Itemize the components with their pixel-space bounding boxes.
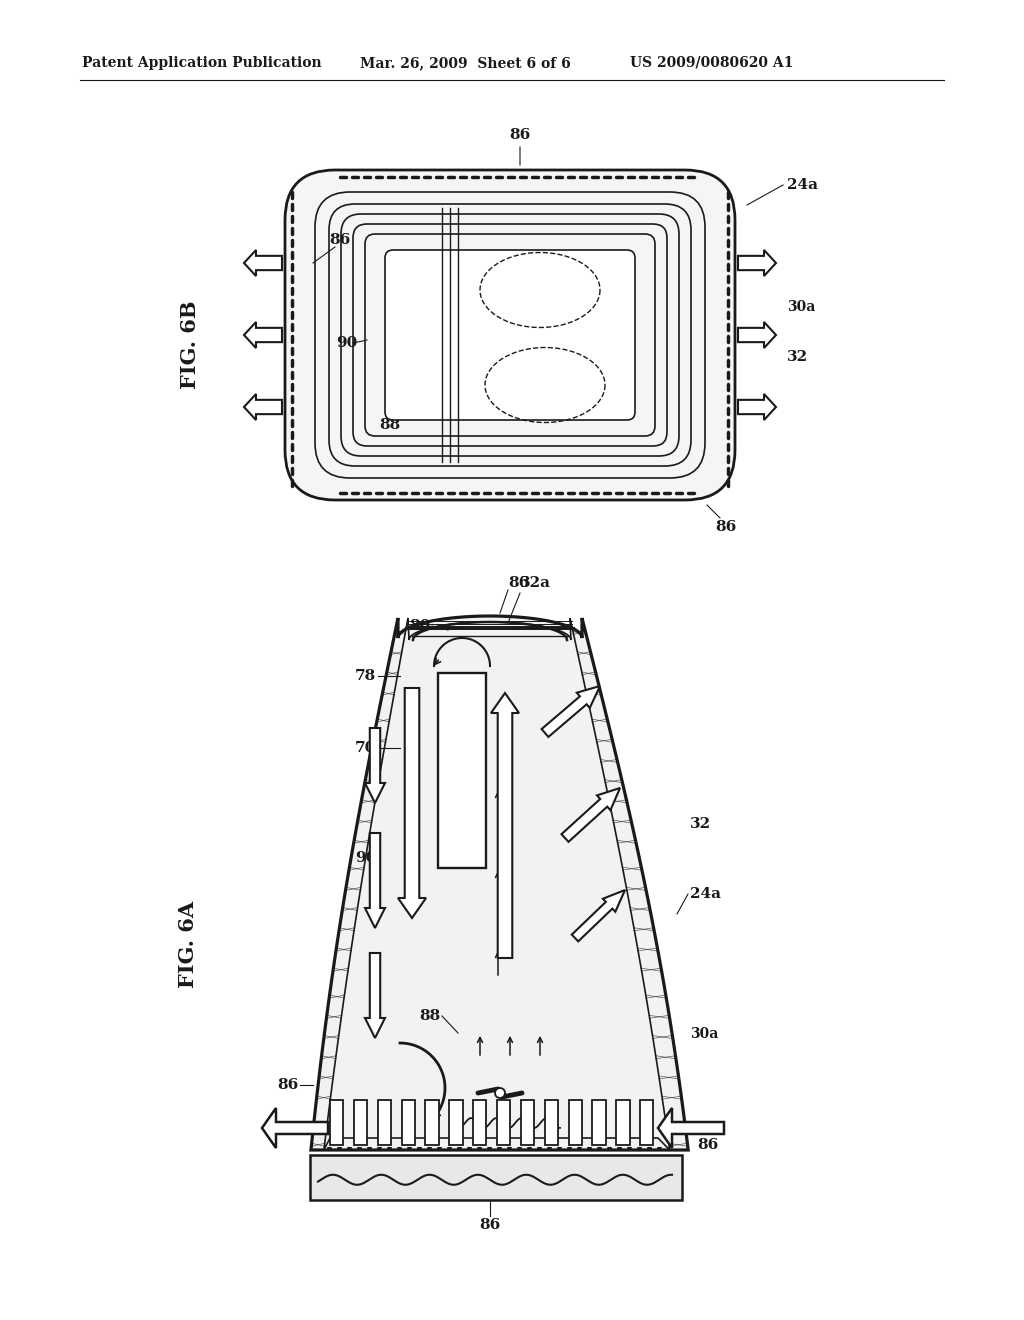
Text: 78: 78 <box>354 669 376 682</box>
FancyBboxPatch shape <box>285 170 735 500</box>
Polygon shape <box>365 729 385 803</box>
Text: 86: 86 <box>509 128 530 143</box>
Bar <box>354 1100 368 1144</box>
Bar <box>438 673 486 869</box>
Text: 88: 88 <box>379 418 400 432</box>
Polygon shape <box>365 833 385 928</box>
Text: 88: 88 <box>419 1008 440 1023</box>
Text: 32: 32 <box>787 350 808 364</box>
Polygon shape <box>738 249 776 276</box>
Text: 86: 86 <box>276 1078 298 1092</box>
Text: 30a: 30a <box>690 1027 719 1041</box>
Polygon shape <box>490 693 519 958</box>
Text: 24a: 24a <box>690 887 721 902</box>
Polygon shape <box>398 688 426 917</box>
Polygon shape <box>571 890 625 941</box>
Bar <box>521 1100 535 1144</box>
Polygon shape <box>658 1107 724 1148</box>
Text: 86: 86 <box>508 576 529 590</box>
Bar <box>401 1100 415 1144</box>
FancyBboxPatch shape <box>385 249 635 420</box>
Polygon shape <box>738 393 776 420</box>
Text: FIG. 6A: FIG. 6A <box>178 900 198 987</box>
Text: 32a: 32a <box>520 576 551 590</box>
Bar <box>545 1100 558 1144</box>
Text: 70: 70 <box>354 741 376 755</box>
Bar <box>378 1100 391 1144</box>
Text: 30a: 30a <box>787 300 815 314</box>
Bar <box>593 1100 605 1144</box>
Text: 86: 86 <box>715 520 736 535</box>
Bar <box>425 1100 438 1144</box>
Text: Mar. 26, 2009  Sheet 6 of 6: Mar. 26, 2009 Sheet 6 of 6 <box>360 55 570 70</box>
Text: Patent Application Publication: Patent Application Publication <box>82 55 322 70</box>
Text: 86: 86 <box>330 234 350 247</box>
Bar <box>330 1100 343 1144</box>
Bar <box>473 1100 486 1144</box>
Text: 24a: 24a <box>787 178 818 191</box>
Text: 32: 32 <box>690 817 711 832</box>
Polygon shape <box>542 686 600 737</box>
Polygon shape <box>365 953 385 1038</box>
Bar <box>640 1100 653 1144</box>
Polygon shape <box>311 616 688 1150</box>
Polygon shape <box>738 322 776 348</box>
Polygon shape <box>244 322 282 348</box>
Polygon shape <box>244 249 282 276</box>
Text: 90: 90 <box>336 337 357 350</box>
Text: 70: 70 <box>444 337 466 350</box>
Text: 90: 90 <box>354 851 376 865</box>
Text: 86: 86 <box>697 1138 718 1152</box>
Text: US 2009/0080620 A1: US 2009/0080620 A1 <box>630 55 794 70</box>
Bar <box>310 1155 682 1200</box>
Text: 86: 86 <box>479 1218 501 1232</box>
Text: 80: 80 <box>409 619 430 634</box>
Polygon shape <box>561 788 620 842</box>
Circle shape <box>495 1088 505 1098</box>
Bar <box>616 1100 630 1144</box>
Text: 88: 88 <box>478 337 500 350</box>
Bar <box>450 1100 463 1144</box>
Bar <box>568 1100 582 1144</box>
Polygon shape <box>244 393 282 420</box>
Polygon shape <box>262 1107 328 1148</box>
Bar <box>497 1100 510 1144</box>
Text: FIG. 6B: FIG. 6B <box>180 301 200 389</box>
